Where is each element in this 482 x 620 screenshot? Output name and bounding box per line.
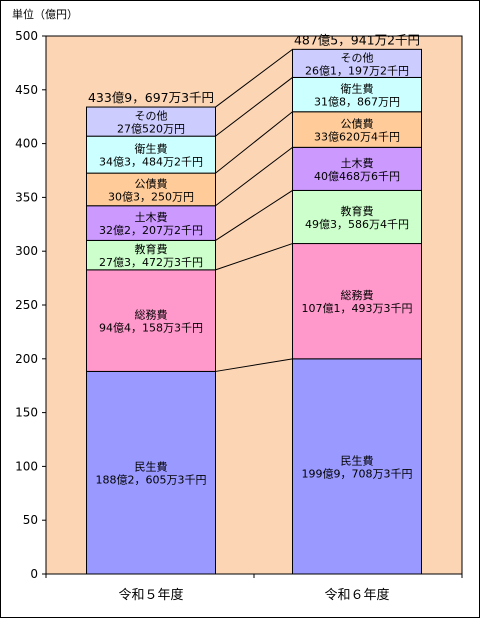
segment-value-label: 188億2，605万3千円	[96, 474, 207, 487]
bar-segment	[292, 358, 422, 575]
segment-value-label: 32億2，207万2千円	[99, 224, 203, 237]
y-tick-label: 350	[15, 190, 38, 204]
segment-name-label: 衛生費	[341, 82, 374, 96]
connector-line	[215, 190, 293, 241]
segment-value-label: 27億520万円	[117, 123, 185, 136]
bar-segment	[86, 172, 216, 207]
connector-line	[215, 48, 293, 108]
category-label: 令和６年度	[324, 587, 389, 603]
segment-name-label: 教育費	[135, 242, 168, 256]
bar-segment	[86, 370, 216, 575]
data-labels: 民生費188億2，605万3千円総務費94億4，158万3千円教育費27億3，4…	[88, 32, 420, 603]
total-label: 433億9，697万3千円	[88, 90, 214, 105]
y-tick-label: 150	[15, 406, 38, 420]
segment-name-label: その他	[341, 51, 374, 64]
segment-value-label: 31億8，867万円	[314, 96, 400, 109]
segment-name-label: 土木費	[341, 156, 374, 170]
segment-value-label: 33億620万4千円	[314, 131, 400, 144]
segment-value-label: 199億9，708万3千円	[302, 467, 413, 480]
bar-segment	[86, 135, 216, 174]
bar-segment	[86, 269, 216, 372]
connector-lines	[215, 48, 293, 372]
segment-name-label: 民生費	[135, 460, 168, 474]
connector-line	[215, 146, 293, 207]
segment-value-label: 26億1，197万2千円	[305, 64, 409, 77]
segment-name-label: 公債費	[135, 176, 168, 190]
segment-value-label: 40億468万6千円	[314, 170, 400, 183]
y-tick-label: 50	[23, 513, 38, 527]
segment-value-label: 34億3，484万2千円	[99, 156, 203, 169]
y-tick-label: 300	[15, 244, 38, 258]
bar-segment	[86, 205, 216, 241]
bar-segment	[292, 146, 422, 191]
bar-segment	[292, 76, 422, 113]
y-tick-label: 200	[15, 352, 38, 366]
y-tick-label: 100	[15, 459, 38, 473]
bar-segment	[86, 106, 216, 137]
segment-name-label: 教育費	[341, 204, 374, 218]
segment-name-label: 総務費	[135, 308, 168, 322]
segment-value-label: 27億3，472万3千円	[99, 256, 203, 269]
segment-name-label: その他	[135, 110, 168, 123]
connector-line	[215, 77, 293, 137]
segment-name-label: 総務費	[341, 288, 374, 302]
bar-segment	[86, 239, 216, 271]
segment-value-label: 94億4，158万3千円	[99, 322, 203, 335]
connector-line	[215, 358, 293, 372]
y-tick-label: 500	[15, 29, 38, 43]
y-axis: 0 50 100 150 200 250 300 350 400 450 500	[15, 29, 463, 581]
segment-name-label: 公債費	[341, 117, 374, 131]
y-tick-label: 250	[15, 298, 38, 312]
category-label: 令和５年度	[118, 587, 183, 603]
y-tick-label: 400	[15, 137, 38, 151]
unit-label: 単位（億円）	[12, 8, 78, 21]
y-tick-label: 0	[30, 567, 38, 581]
bars	[86, 48, 422, 575]
segment-value-label: 30億3，250万円	[108, 190, 194, 203]
segment-name-label: 民生費	[341, 453, 374, 467]
bar-segment	[292, 111, 422, 148]
bar-segment	[292, 48, 422, 78]
bar-segment	[292, 189, 422, 245]
segment-value-label: 107億1，493万3千円	[302, 302, 413, 315]
segment-value-label: 49億3，586万4千円	[305, 218, 409, 231]
total-label: 487億5，941万2千円	[294, 32, 420, 47]
connector-line	[215, 111, 293, 174]
connector-line	[215, 243, 293, 271]
y-tick-label: 450	[15, 83, 38, 97]
segment-name-label: 土木費	[135, 210, 168, 224]
segment-name-label: 衛生費	[135, 142, 168, 156]
